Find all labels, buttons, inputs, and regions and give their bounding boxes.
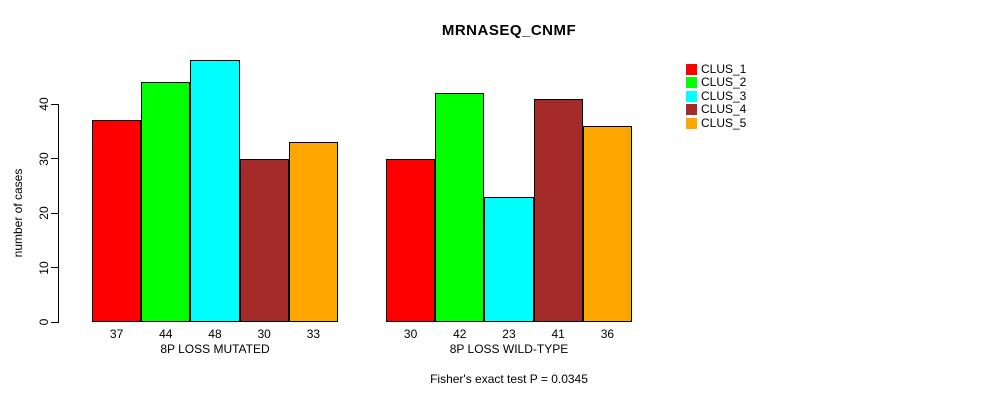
bar-clus_5-group1	[288, 142, 338, 322]
group-label: 8P LOSS MUTATED	[160, 342, 270, 356]
y-axis-tick-label: 0	[37, 318, 51, 326]
legend-swatch-clus_2	[686, 77, 697, 89]
legend-label: CLUS_5	[701, 115, 747, 130]
y-axis-tick	[51, 267, 58, 268]
y-axis-tick	[51, 158, 58, 159]
bar-clus_3-group1	[190, 60, 240, 322]
bar-value-label: 30	[403, 327, 418, 341]
bar-clus_3-group2	[484, 196, 534, 322]
bar-value-label: 37	[109, 327, 124, 341]
y-axis-tick-label: 30	[37, 151, 51, 166]
bar-value-label: 44	[159, 327, 173, 341]
bar-value-label: 48	[208, 327, 222, 341]
bar-clus_2-group1	[141, 82, 191, 322]
legend-swatch-clus_1	[686, 64, 697, 75]
legend-label: CLUS_1	[701, 62, 747, 76]
y-axis-label: number of cases	[11, 168, 25, 258]
y-axis-tick	[51, 103, 58, 105]
legend-label: CLUS_3	[701, 88, 747, 103]
legend-swatch-clus_5	[686, 117, 697, 129]
legend-label: CLUS_2	[701, 75, 747, 90]
bar-value-label: 42	[453, 327, 467, 341]
y-axis-tick-label: 40	[37, 97, 51, 111]
bar-clus_4-group2	[533, 98, 583, 322]
bar-clus_4-group1	[239, 158, 289, 322]
y-axis-tick-label: 10	[37, 260, 51, 275]
y-axis-tick-label: 20	[37, 206, 51, 220]
legend-swatch-clus_3	[686, 90, 697, 102]
bar-value-label: 30	[257, 327, 271, 341]
bar-clus_2-group2	[435, 93, 485, 322]
legend-swatch-clus_4	[686, 104, 697, 116]
bar-value-label: 41	[551, 327, 565, 341]
footnote: Fisher's exact test P = 0.0345	[430, 372, 588, 386]
bar-clus_5-group2	[582, 125, 632, 322]
bar-clus_1-group1	[92, 120, 142, 322]
chart-title: MRNASEQ_CNMF	[441, 22, 577, 39]
bar-value-label: 23	[502, 327, 516, 341]
legend-label: CLUS_4	[701, 102, 747, 117]
bar-value-label: 33	[306, 327, 321, 341]
y-axis-tick	[51, 321, 58, 323]
bar-clus_1-group2	[386, 158, 436, 322]
y-axis	[58, 104, 59, 323]
group-label: 8P LOSS WILD-TYPE	[449, 342, 569, 356]
y-axis-tick	[51, 212, 58, 214]
bar-value-label: 36	[600, 327, 615, 341]
